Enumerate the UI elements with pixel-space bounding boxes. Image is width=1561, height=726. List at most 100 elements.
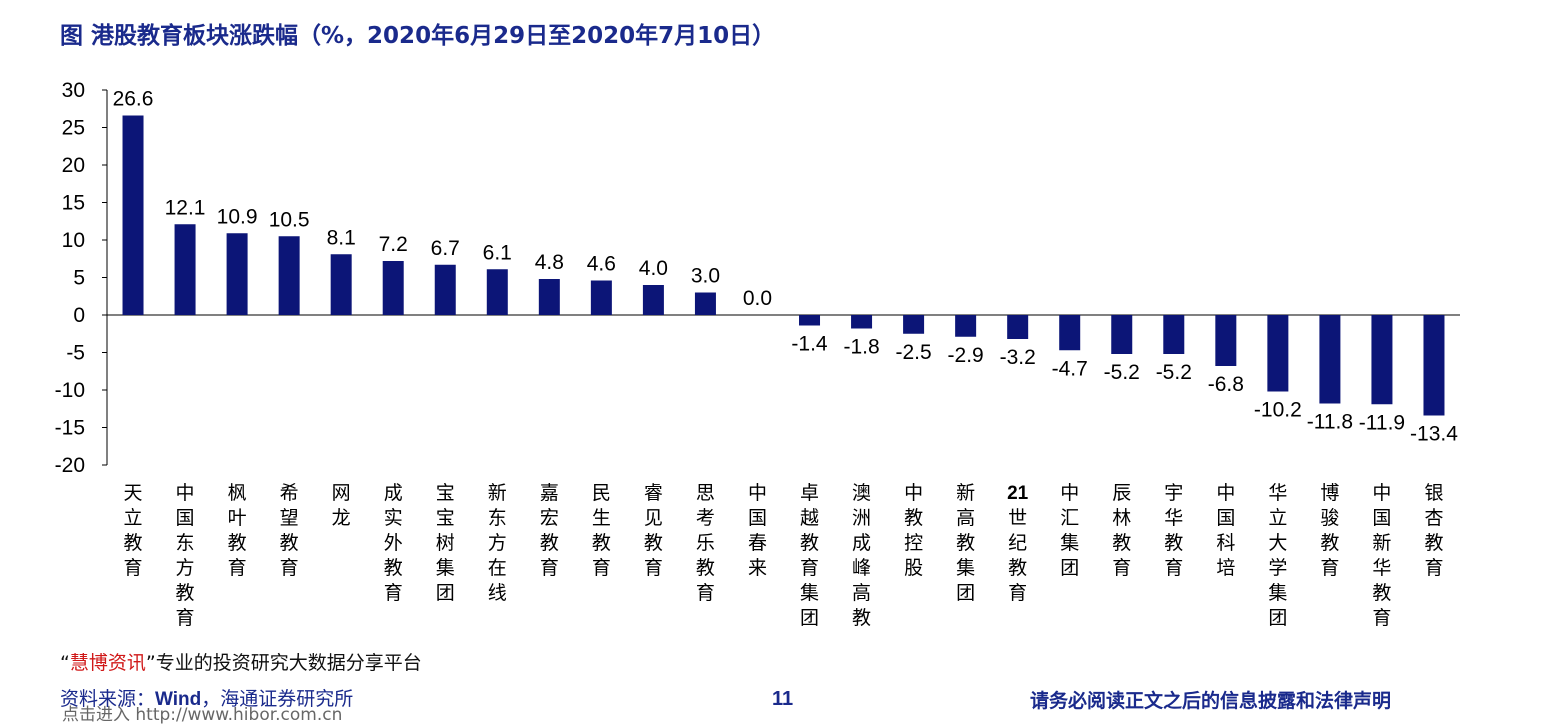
page-number: 11 xyxy=(772,688,794,710)
data-label: 12.1 xyxy=(165,196,206,219)
x-category-label: 育 xyxy=(280,557,299,579)
x-category-label: 洲 xyxy=(852,507,871,529)
y-tick-label: -10 xyxy=(55,379,85,402)
x-category-label: 控 xyxy=(904,532,923,554)
x-category-label: 育 xyxy=(1008,582,1027,604)
x-category-label: 教 xyxy=(1008,557,1027,579)
x-category-label: 育 xyxy=(1372,607,1391,629)
x-category-label: 叶 xyxy=(228,507,247,529)
x-category-label: 宝 xyxy=(436,482,455,504)
x-category-label: 新 xyxy=(956,482,975,504)
x-category-label: 辰 xyxy=(1112,482,1131,504)
x-category-label: 天 xyxy=(124,482,143,504)
data-label: 8.1 xyxy=(327,226,356,249)
x-category-label: 华 xyxy=(1372,557,1391,579)
x-category-label: 教 xyxy=(1320,532,1339,554)
x-category-label: 国 xyxy=(1372,507,1391,529)
bar xyxy=(226,233,248,315)
x-category-label: 世 xyxy=(1008,507,1027,529)
data-label: -13.4 xyxy=(1410,423,1458,446)
x-category-label: 骏 xyxy=(1320,507,1339,529)
bar xyxy=(1423,315,1445,416)
data-label: -1.4 xyxy=(791,333,828,356)
x-category-label: 教 xyxy=(228,532,247,554)
x-category-label: 实 xyxy=(384,507,403,529)
data-label: -11.8 xyxy=(1307,411,1353,434)
y-tick-label: 10 xyxy=(62,229,85,252)
y-tick-label: -20 xyxy=(55,454,85,477)
x-category-label: 嘉 xyxy=(540,482,559,504)
x-category-label: 成 xyxy=(384,482,403,504)
x-category-label: 教 xyxy=(1424,532,1443,554)
y-tick-label: -15 xyxy=(55,417,85,440)
bar-chart: 302520151050-5-10-15-2026.6天立教育12.1中国东方教… xyxy=(55,79,1460,629)
data-label: -10.2 xyxy=(1254,399,1302,422)
data-label: -2.9 xyxy=(948,344,984,367)
watermark-link[interactable]: 点击进入 http://www.hibor.com.cn xyxy=(62,705,343,725)
bar xyxy=(1371,315,1393,405)
x-category-label: 网 xyxy=(332,482,351,504)
bar xyxy=(538,279,560,315)
bar xyxy=(278,236,300,315)
x-category-label: 集 xyxy=(1268,582,1287,604)
x-category-label: 方 xyxy=(176,557,195,579)
data-label: 6.7 xyxy=(431,237,460,260)
x-category-label: 教 xyxy=(852,607,871,629)
x-category-label: 教 xyxy=(176,582,195,604)
x-category-label: 龙 xyxy=(332,507,351,529)
x-category-label: 成 xyxy=(852,532,871,554)
x-category-label: 线 xyxy=(488,582,507,604)
chart-title: 图 港股教育板块涨跌幅（%，2020年6月29日至2020年7月10日） xyxy=(60,23,776,49)
x-category-label: 育 xyxy=(696,582,715,604)
data-label: 7.2 xyxy=(379,233,408,256)
x-category-label: 国 xyxy=(748,507,767,529)
x-category-label: 考 xyxy=(696,507,715,529)
x-category-label: 华 xyxy=(1164,507,1183,529)
x-category-label: 科 xyxy=(1216,532,1235,554)
source-note: 资料来源：Wind，海通证券研究所 xyxy=(60,684,353,711)
x-category-label: 育 xyxy=(124,557,143,579)
y-tick-label: -5 xyxy=(66,342,85,365)
y-tick-label: 30 xyxy=(62,79,85,102)
x-category-label: 育 xyxy=(176,607,195,629)
x-category-label: 新 xyxy=(1372,532,1391,554)
x-category-label: 团 xyxy=(436,582,455,604)
x-category-label: 思 xyxy=(696,482,715,504)
x-category-label: 集 xyxy=(436,557,455,579)
x-category-label: 高 xyxy=(852,582,871,604)
bar xyxy=(590,280,612,315)
disclaimer: 请务必阅读正文之后的信息披露和法律声明 xyxy=(1030,690,1392,712)
x-category-label: 宇 xyxy=(1164,482,1183,504)
x-category-label: 集 xyxy=(956,557,975,579)
x-category-label: 教 xyxy=(540,532,559,554)
y-tick-label: 20 xyxy=(62,154,85,177)
bar xyxy=(1007,315,1029,339)
promo-brand: 慧博资讯 xyxy=(69,652,146,674)
x-category-label: 越 xyxy=(800,507,819,529)
x-category-label: 团 xyxy=(1060,557,1079,579)
x-category-label: 团 xyxy=(800,607,819,629)
x-category-label: 教 xyxy=(956,532,975,554)
x-category-label: 宏 xyxy=(540,507,559,529)
y-tick-label: 25 xyxy=(62,117,85,140)
source-suffix: ，海通证券研究所 xyxy=(201,688,354,710)
x-category-label: 立 xyxy=(1268,507,1287,529)
promo-text: ”专业的投资研究大数据分享平台 xyxy=(145,652,422,674)
x-category-label: 东 xyxy=(176,532,195,554)
x-category-label: 学 xyxy=(1268,557,1287,579)
data-label: 4.8 xyxy=(535,251,564,274)
x-category-label: 林 xyxy=(1112,507,1131,529)
x-category-label: 乐 xyxy=(696,532,715,554)
source-prefix: 资料来源： xyxy=(60,688,156,710)
data-label: 0.0 xyxy=(743,287,772,310)
data-label: 26.6 xyxy=(113,88,154,111)
x-category-label: 育 xyxy=(1164,557,1183,579)
data-label: 10.9 xyxy=(217,205,258,228)
data-label: 6.1 xyxy=(483,241,512,264)
x-category-label: 育 xyxy=(1112,557,1131,579)
y-tick-label: 15 xyxy=(62,192,85,215)
bar xyxy=(903,315,925,334)
x-category-label: 教 xyxy=(280,532,299,554)
x-category-label: 21 xyxy=(1007,483,1029,504)
x-category-label: 华 xyxy=(1268,482,1287,504)
